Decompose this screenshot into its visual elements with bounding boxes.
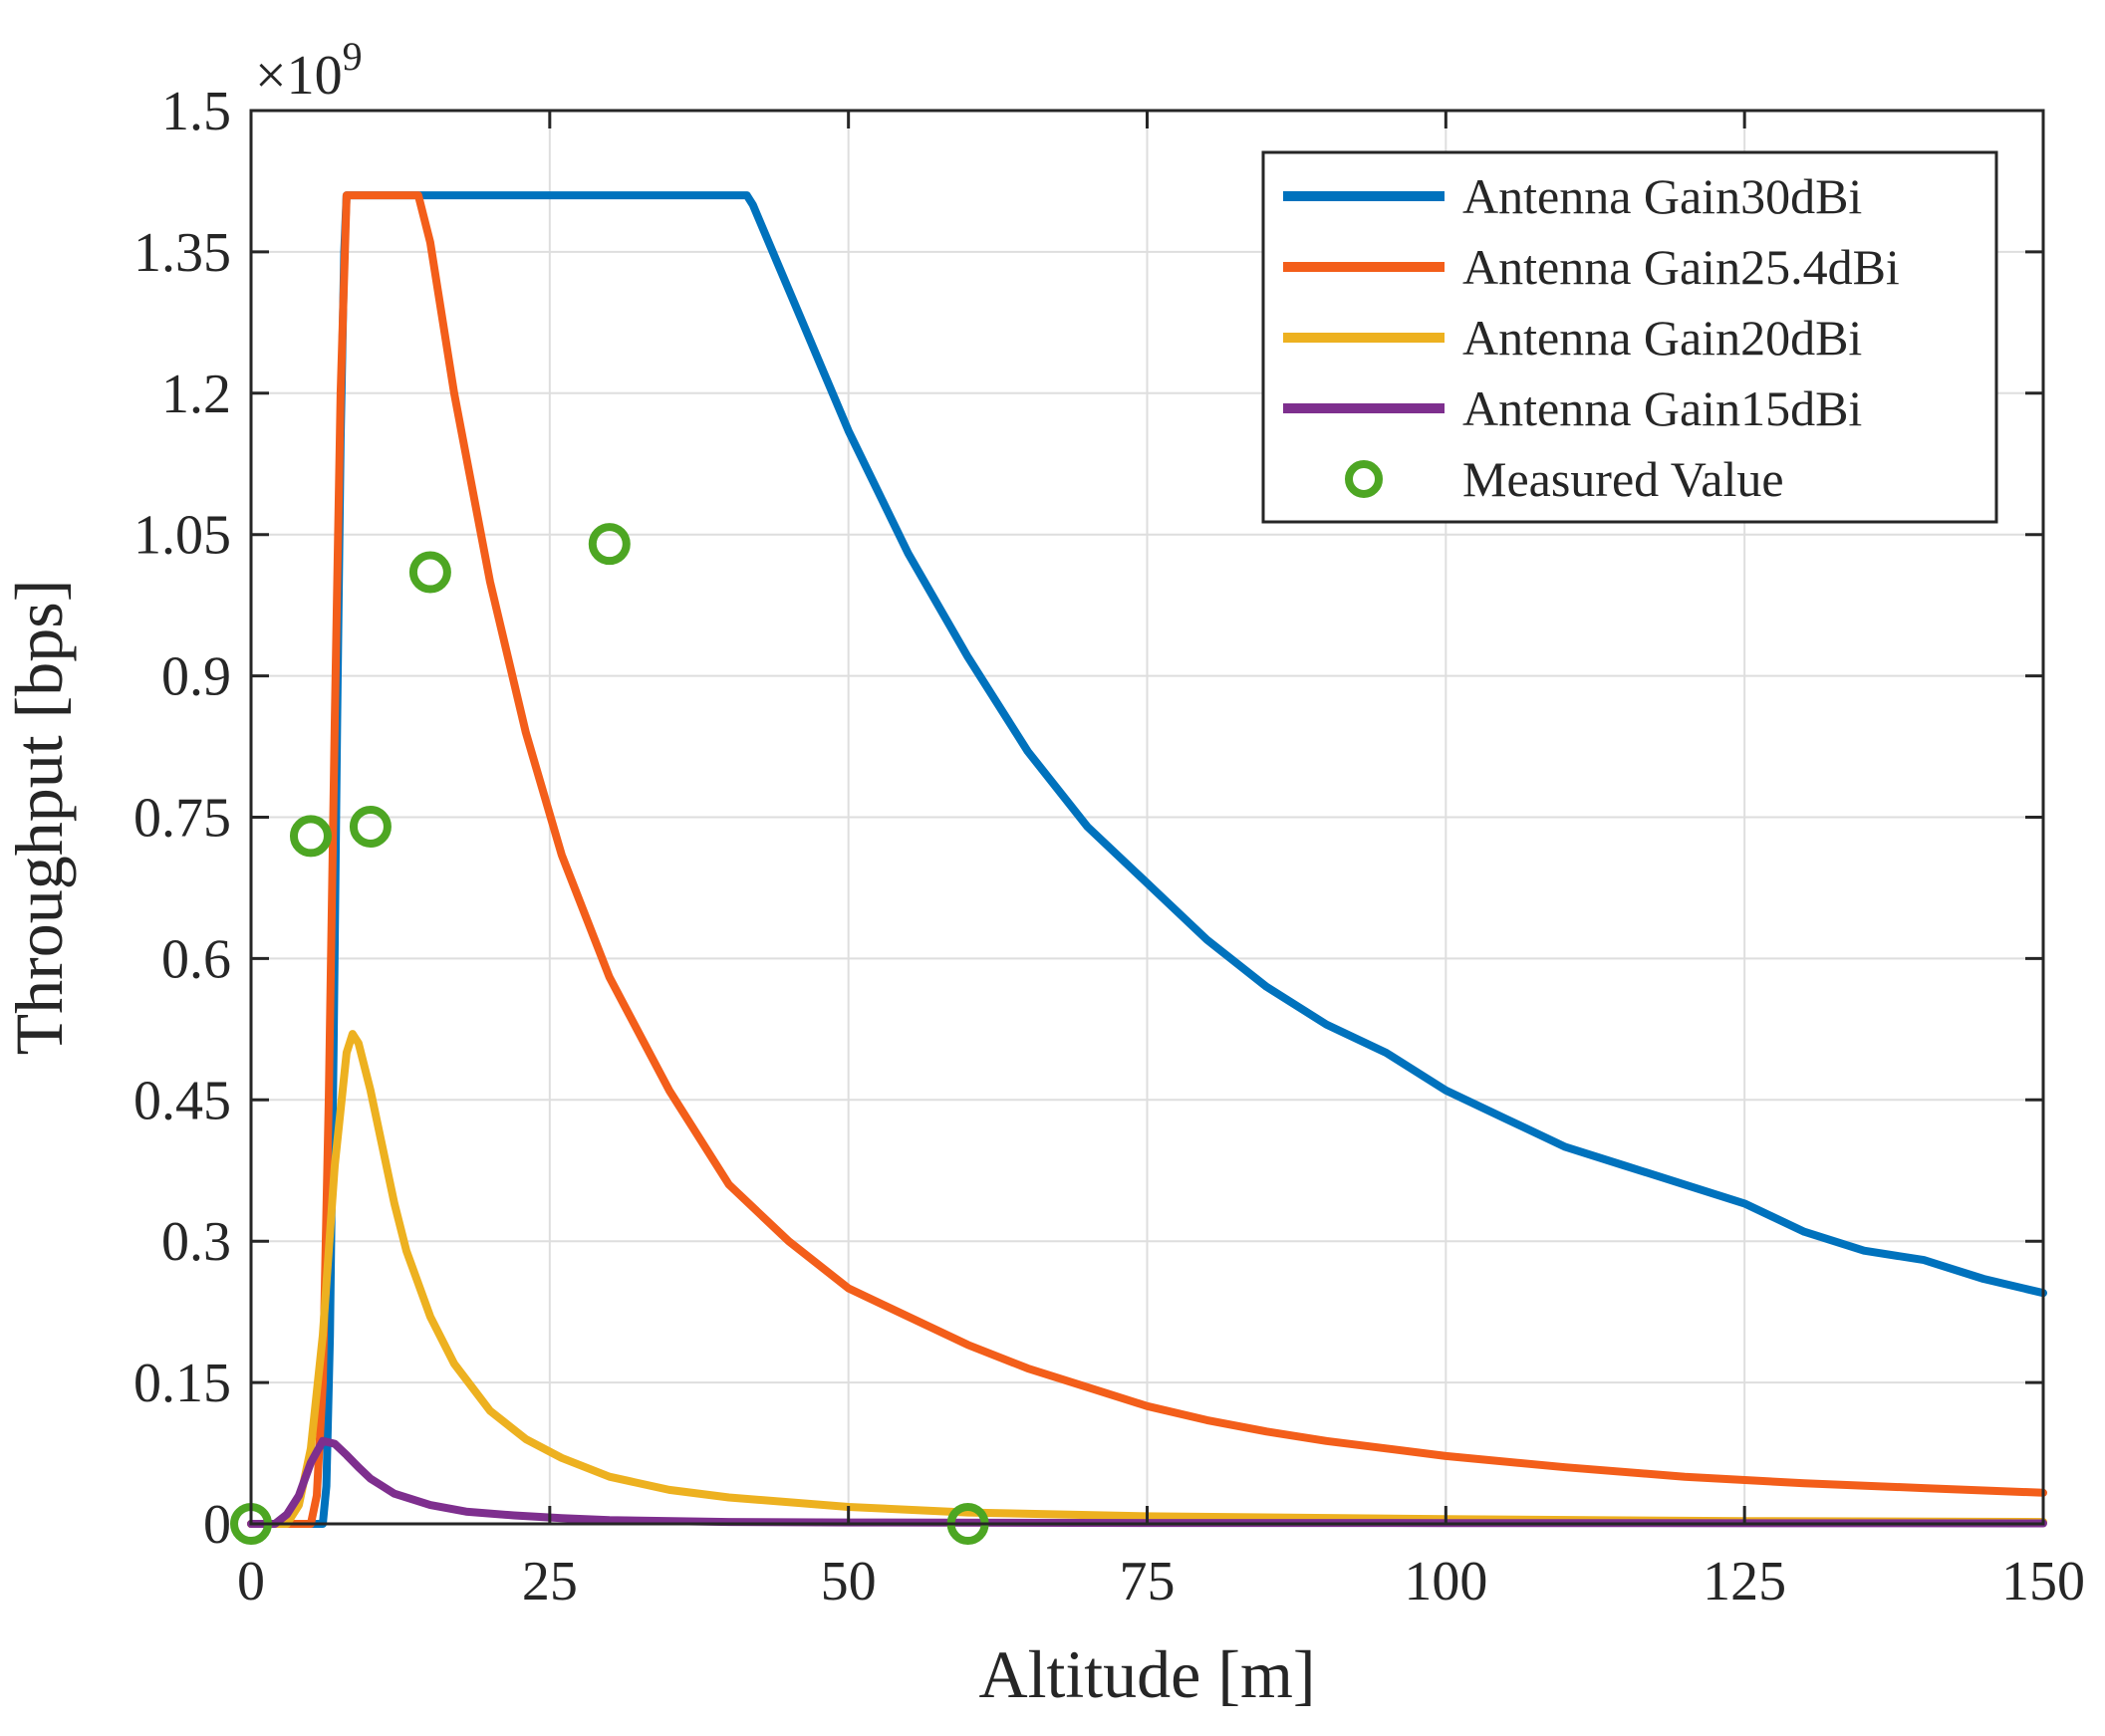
series-line-2: [247, 1030, 2047, 1528]
legend-label-4: Measured Value: [1462, 451, 1784, 507]
axis-ticks: [249, 109, 2045, 1526]
x-tick-label: 50: [821, 1551, 877, 1612]
y-axis-title: Throughput [bps]: [1, 580, 77, 1056]
legend-entries: Antenna Gain30dBi Antenna Gain25.4dBi Ante…: [1283, 168, 1900, 507]
measured-point: [349, 805, 392, 848]
x-tick-label: 75: [1120, 1551, 1176, 1612]
y-tick-label: 0.6: [161, 928, 231, 990]
y-tick-label: 0.75: [133, 788, 231, 850]
y-axis-exponent-prefix: ×10: [255, 45, 343, 107]
x-tick-label: 0: [237, 1551, 265, 1612]
x-tick-label: 100: [1404, 1551, 1487, 1612]
axis-tick-labels: 0 25 50 75 100 125 150 0 0.15 0.3 0.45 0.6 0.75 0.9 1.…: [133, 81, 2085, 1612]
y-tick-label: 0.15: [133, 1353, 231, 1414]
legend-label-3: Antenna Gain15dBi: [1462, 380, 1862, 436]
y-tick-label: 1.35: [133, 222, 231, 284]
y-tick-label: 1.2: [161, 364, 231, 425]
measured-point: [289, 815, 332, 858]
y-tick-label: 0.9: [161, 646, 231, 708]
series-line-1: [247, 191, 2047, 1528]
measured-point: [408, 551, 451, 594]
legend-swatch-4: [1345, 460, 1383, 498]
y-axis-exponent: ×109: [255, 34, 363, 107]
legend: Antenna Gain30dBi Antenna Gain25.4dBi Ante…: [1261, 150, 1998, 524]
measured-point: [588, 523, 631, 566]
y-tick-label: 0: [203, 1494, 231, 1556]
x-tick-label: 150: [2001, 1551, 2085, 1612]
x-tick-label: 25: [522, 1551, 578, 1612]
y-tick-label: 1.05: [133, 505, 231, 567]
x-tick-label: 125: [1703, 1551, 1786, 1612]
legend-label-1: Antenna Gain25.4dBi: [1462, 239, 1900, 295]
y-tick-label: 1.5: [161, 81, 231, 142]
x-axis-title: Altitude [m]: [978, 1636, 1315, 1712]
y-tick-label: 0.45: [133, 1070, 231, 1131]
series-line-3: [247, 1436, 2047, 1528]
series-layer: [230, 191, 2047, 1545]
legend-label-0: Antenna Gain30dBi: [1462, 168, 1862, 224]
y-axis-exponent-power: 9: [343, 34, 363, 79]
legend-label-2: Antenna Gain20dBi: [1462, 310, 1862, 366]
y-tick-label: 0.3: [161, 1211, 231, 1273]
